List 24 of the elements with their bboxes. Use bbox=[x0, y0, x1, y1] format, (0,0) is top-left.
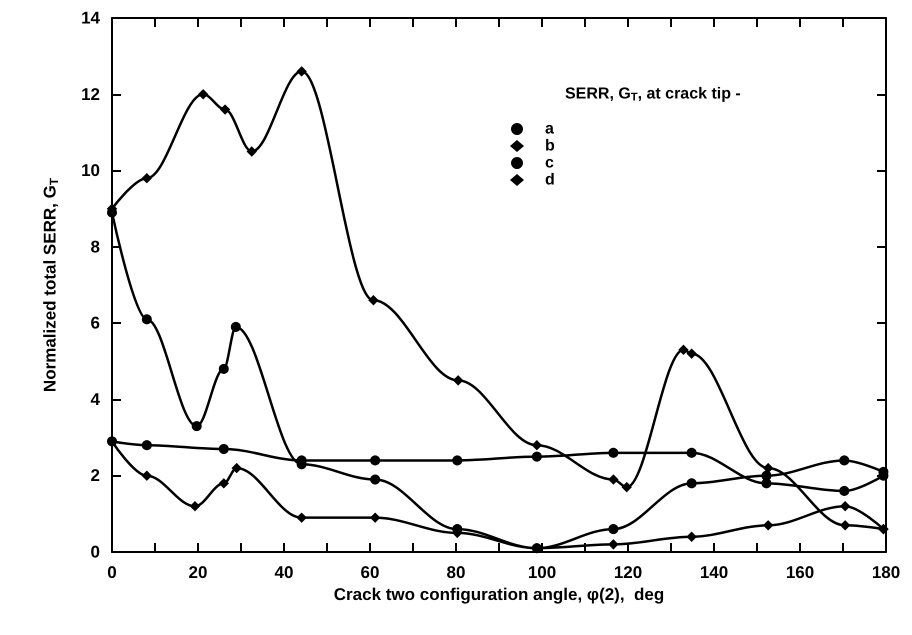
x-tick-label: 120 bbox=[614, 563, 642, 582]
legend-label: a bbox=[545, 120, 554, 138]
x-tick-label: 20 bbox=[188, 563, 208, 582]
x-tick-label: 0 bbox=[107, 563, 117, 582]
x-tick-label: 160 bbox=[786, 563, 814, 582]
legend-label: d bbox=[545, 172, 555, 188]
y-axis-title: Normalized total SERR, GT bbox=[40, 177, 61, 392]
x-tick-label: 140 bbox=[700, 563, 728, 582]
y-tick-label: 12 bbox=[81, 84, 100, 104]
y-tick-label: 0 bbox=[90, 542, 100, 562]
x-tick-label: 180 bbox=[872, 563, 900, 582]
y-tick-label: 10 bbox=[81, 161, 100, 180]
x-tick-label: 80 bbox=[446, 563, 466, 582]
legend-label: c bbox=[545, 154, 554, 172]
y-tick-label: 8 bbox=[90, 237, 100, 256]
y-tick-label: 2 bbox=[90, 466, 100, 486]
y-tick-label: 4 bbox=[90, 390, 101, 409]
y-tick-label: 6 bbox=[90, 314, 100, 333]
legend-label: b bbox=[545, 138, 555, 154]
y-tick-label: 14 bbox=[81, 8, 101, 28]
x-tick-label: 40 bbox=[274, 563, 294, 582]
x-tick-label: 60 bbox=[360, 563, 380, 582]
x-axis-title: Crack two configuration angle, φ(2), deg bbox=[334, 585, 664, 604]
x-tick-label: 100 bbox=[528, 563, 556, 582]
